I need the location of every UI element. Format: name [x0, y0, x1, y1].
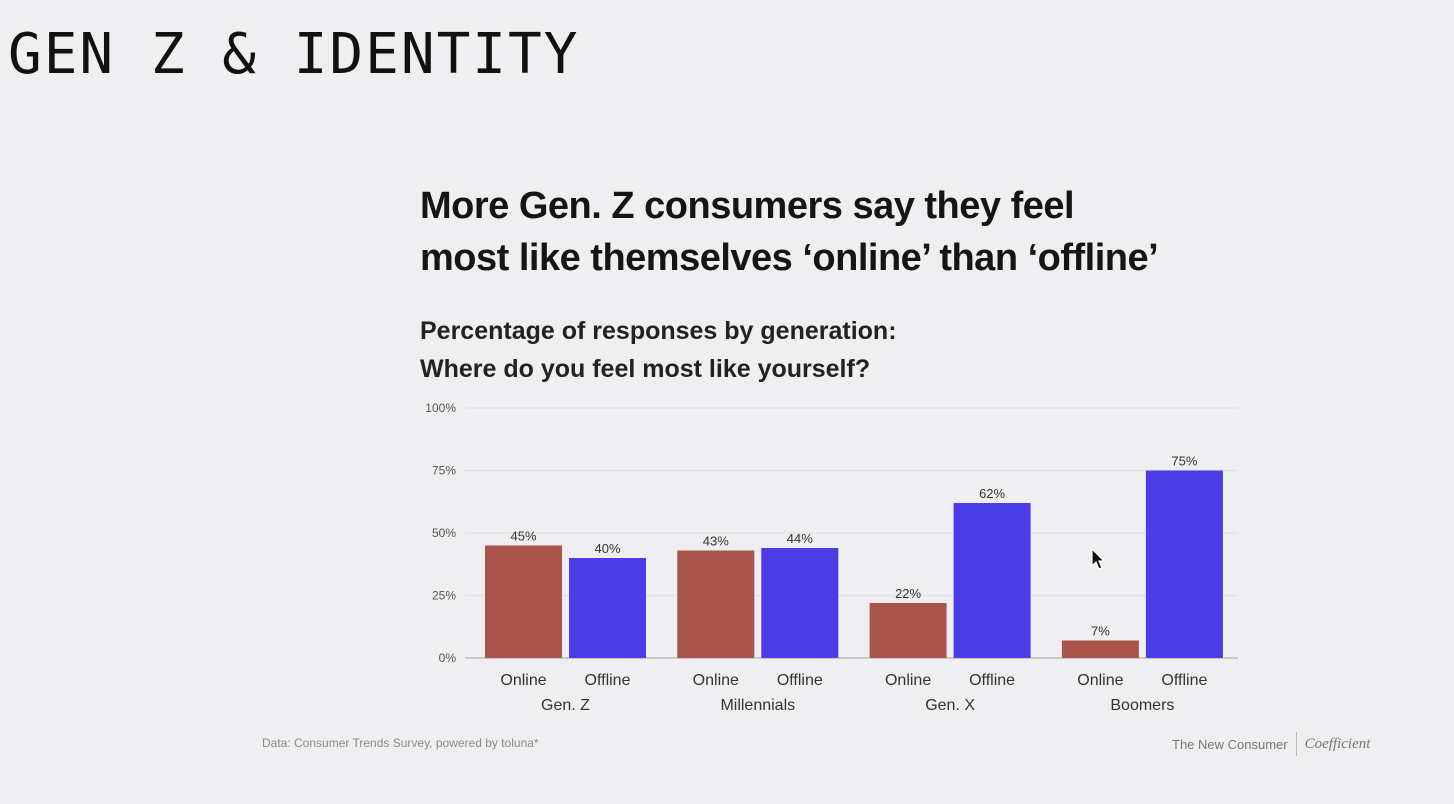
group-label: Millennials [720, 697, 795, 714]
chart-subtitle-line: Percentage of responses by generation: [420, 317, 897, 345]
x-tick-label: Offline [1161, 672, 1207, 689]
bar-offline [953, 503, 1031, 658]
bar-online [869, 603, 947, 658]
x-tick-label: Online [693, 672, 739, 689]
brand-logos: The New Consumer Coefficient [1172, 732, 1370, 756]
bar-offline [569, 558, 646, 658]
bar-online [1061, 640, 1139, 658]
bar-offline [761, 548, 839, 658]
y-tick-label: 50% [432, 526, 456, 540]
x-tick-label: Offline [585, 672, 631, 689]
x-tick-label: Offline [777, 672, 823, 689]
x-tick-label: Online [1077, 672, 1123, 689]
mouse-cursor-icon [1091, 548, 1106, 570]
brand-coefficient: Coefficient [1304, 735, 1371, 752]
bar-online [677, 550, 755, 658]
chart-title-line: most like themselves ‘online’ than ‘offl… [420, 237, 1159, 279]
brand-new-consumer: The New Consumer [1172, 736, 1288, 752]
y-tick-label: 25% [432, 589, 456, 603]
brand-divider [1295, 732, 1297, 756]
slide-title: GEN Z & IDENTITY [8, 22, 580, 87]
chart-title-line: More Gen. Z consumers say they feel [420, 185, 1075, 227]
data-label: 62% [979, 486, 1005, 501]
y-tick-label: 0% [439, 651, 457, 665]
x-tick-label: Online [885, 672, 931, 689]
x-tick-label: Offline [969, 672, 1015, 689]
data-label: 43% [703, 534, 729, 549]
group-label: Boomers [1110, 697, 1174, 714]
y-tick-label: 100% [425, 401, 456, 415]
group-label: Gen. Z [541, 697, 590, 714]
group-label: Gen. X [925, 697, 975, 714]
x-tick-label: Online [500, 672, 546, 689]
chart-subtitle: Percentage of responses by generation: W… [420, 312, 897, 388]
chart-subtitle-line: Where do you feel most like yourself? [420, 355, 871, 383]
data-label: 7% [1091, 624, 1110, 639]
bar-offline [1145, 470, 1223, 658]
data-label: 22% [895, 586, 921, 601]
data-label: 40% [594, 541, 620, 556]
data-label: 44% [787, 531, 813, 546]
data-label: 45% [510, 529, 536, 544]
bar-online [485, 545, 562, 658]
data-label: 75% [1171, 454, 1197, 469]
source-note: Data: Consumer Trends Survey, powered by… [262, 736, 539, 750]
y-tick-label: 75% [432, 464, 456, 478]
chart-title: More Gen. Z consumers say they feel most… [420, 180, 1159, 284]
